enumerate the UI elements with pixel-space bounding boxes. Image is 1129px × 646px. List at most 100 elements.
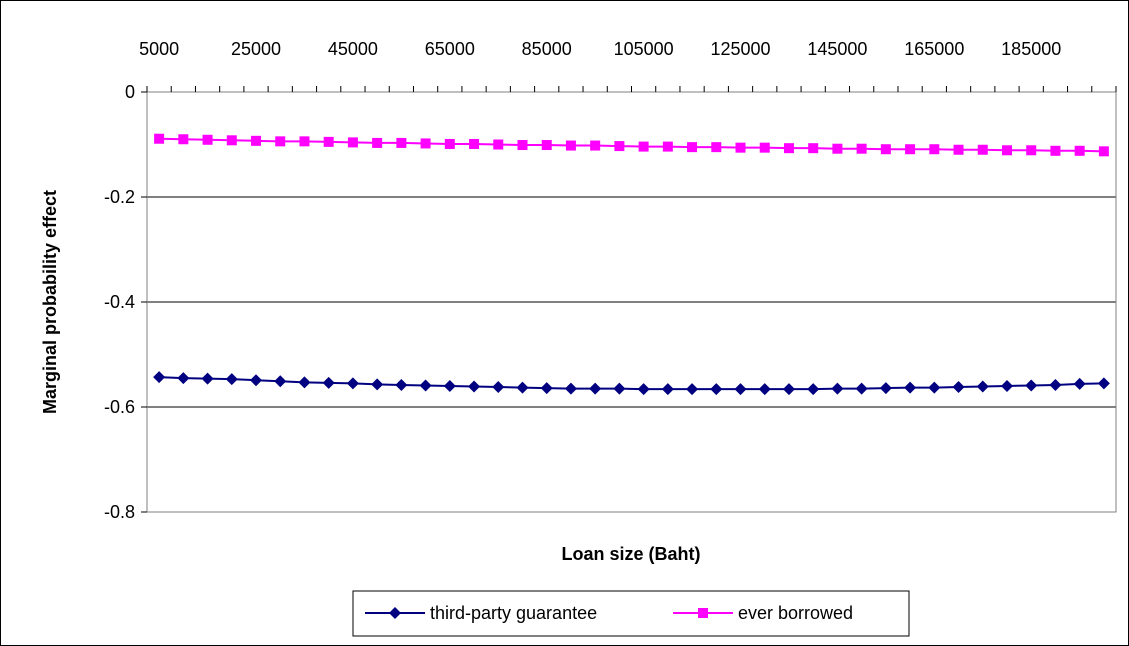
data-point-third-party-guarantee	[807, 383, 820, 396]
data-point-ever-borrowed	[1001, 145, 1012, 156]
data-point-third-party-guarantee	[952, 381, 965, 394]
data-point-third-party-guarantee	[395, 378, 408, 391]
data-point-ever-borrowed	[202, 134, 213, 145]
data-point-third-party-guarantee	[346, 377, 359, 390]
data-point-ever-borrowed	[372, 137, 383, 148]
data-point-ever-borrowed	[856, 143, 867, 154]
data-point-ever-borrowed	[347, 137, 358, 148]
data-point-ever-borrowed	[953, 144, 964, 155]
data-point-ever-borrowed	[226, 135, 237, 146]
data-point-ever-borrowed	[590, 140, 601, 151]
data-point-ever-borrowed	[759, 142, 770, 153]
data-point-ever-borrowed	[905, 144, 916, 155]
data-point-ever-borrowed	[614, 141, 625, 152]
data-point-ever-borrowed	[1026, 145, 1037, 156]
x-tick-label: 185000	[1001, 39, 1061, 59]
data-point-third-party-guarantee	[928, 381, 941, 394]
x-tick-label: 45000	[328, 39, 378, 59]
legend-marker-third-party-guarantee	[389, 607, 401, 619]
data-point-third-party-guarantee	[879, 382, 892, 395]
legend-label-ever-borrowed: ever borrowed	[738, 603, 853, 623]
data-point-third-party-guarantee	[904, 381, 917, 394]
data-point-third-party-guarantee	[782, 383, 795, 396]
x-tick-label: 85000	[522, 39, 572, 59]
data-point-third-party-guarantee	[589, 382, 602, 395]
data-point-third-party-guarantee	[443, 380, 456, 392]
data-point-third-party-guarantee	[1073, 377, 1086, 390]
data-point-ever-borrowed	[541, 140, 552, 151]
data-point-ever-borrowed	[469, 138, 480, 149]
data-point-third-party-guarantee	[177, 372, 190, 385]
legend-marker-ever-borrowed	[698, 608, 708, 618]
data-point-third-party-guarantee	[322, 376, 335, 389]
data-point-ever-borrowed	[154, 133, 165, 144]
data-point-ever-borrowed	[1098, 146, 1109, 157]
y-tick-label: 0	[125, 82, 135, 102]
data-point-ever-borrowed	[323, 136, 334, 147]
data-point-ever-borrowed	[832, 143, 843, 154]
data-point-ever-borrowed	[977, 144, 988, 155]
data-point-third-party-guarantee	[661, 383, 674, 396]
data-point-third-party-guarantee	[516, 381, 529, 394]
data-point-ever-borrowed	[565, 140, 576, 151]
data-point-ever-borrowed	[396, 137, 407, 148]
gridlines	[147, 196, 1116, 408]
data-point-third-party-guarantee	[298, 376, 311, 389]
legend: third-party guarantee ever borrowed	[352, 590, 910, 637]
data-point-third-party-guarantee	[1049, 378, 1062, 391]
data-point-third-party-guarantee	[419, 379, 432, 392]
series-layer	[153, 133, 1110, 396]
data-point-ever-borrowed	[687, 142, 698, 153]
x-tick-label: 125000	[710, 39, 770, 59]
data-point-third-party-guarantee	[976, 380, 989, 393]
x-tick-label: 145000	[807, 39, 867, 59]
y-tick-label: -0.2	[104, 187, 135, 207]
y-tick-label: -0.6	[104, 397, 135, 417]
data-point-ever-borrowed	[711, 142, 722, 153]
series-line-ever-borrowed	[159, 137, 1104, 153]
data-point-ever-borrowed	[735, 142, 746, 153]
legend-box	[352, 590, 910, 637]
data-point-third-party-guarantee	[686, 383, 699, 396]
data-point-ever-borrowed	[662, 141, 673, 152]
y-tick-label: -0.8	[104, 502, 135, 522]
data-point-third-party-guarantee	[831, 382, 844, 395]
data-point-third-party-guarantee	[1000, 380, 1013, 392]
data-point-third-party-guarantee	[153, 371, 166, 384]
data-point-third-party-guarantee	[201, 372, 214, 385]
data-point-third-party-guarantee	[225, 373, 238, 386]
data-point-ever-borrowed	[444, 138, 455, 149]
data-point-third-party-guarantee	[613, 382, 626, 395]
y-axis: 0 -0.2 -0.4 -0.6 -0.8	[104, 82, 147, 522]
x-tick-label: 65000	[425, 39, 475, 59]
data-point-third-party-guarantee	[1097, 377, 1110, 390]
data-point-third-party-guarantee	[492, 381, 505, 394]
data-point-third-party-guarantee	[274, 375, 287, 388]
data-point-ever-borrowed	[251, 135, 262, 146]
data-point-ever-borrowed	[1074, 145, 1085, 156]
data-point-ever-borrowed	[517, 140, 528, 151]
series-line-third-party-guarantee	[159, 376, 1104, 391]
data-point-third-party-guarantee	[855, 382, 868, 395]
x-tick-label: 165000	[904, 39, 964, 59]
x-axis: 5000 25000 45000 65000 85000 105000 125000 1450…	[139, 39, 1117, 92]
data-point-ever-borrowed	[783, 143, 794, 154]
data-point-third-party-guarantee	[540, 382, 553, 395]
data-point-third-party-guarantee	[710, 383, 723, 396]
x-axis-title: Loan size (Baht)	[561, 544, 700, 564]
y-axis-title: Marginal probability effect	[40, 190, 60, 414]
x-tick-label: 5000	[139, 39, 179, 59]
data-point-ever-borrowed	[880, 144, 891, 155]
data-point-third-party-guarantee	[637, 383, 650, 396]
data-point-ever-borrowed	[808, 143, 819, 154]
x-tick-label: 25000	[231, 39, 281, 59]
data-point-ever-borrowed	[178, 134, 189, 145]
data-point-third-party-guarantee	[758, 383, 771, 396]
data-point-third-party-guarantee	[468, 380, 481, 393]
data-point-ever-borrowed	[275, 136, 286, 147]
data-point-third-party-guarantee	[371, 378, 384, 391]
data-point-ever-borrowed	[638, 141, 649, 152]
data-point-ever-borrowed	[1050, 145, 1061, 156]
data-point-third-party-guarantee	[734, 383, 747, 396]
